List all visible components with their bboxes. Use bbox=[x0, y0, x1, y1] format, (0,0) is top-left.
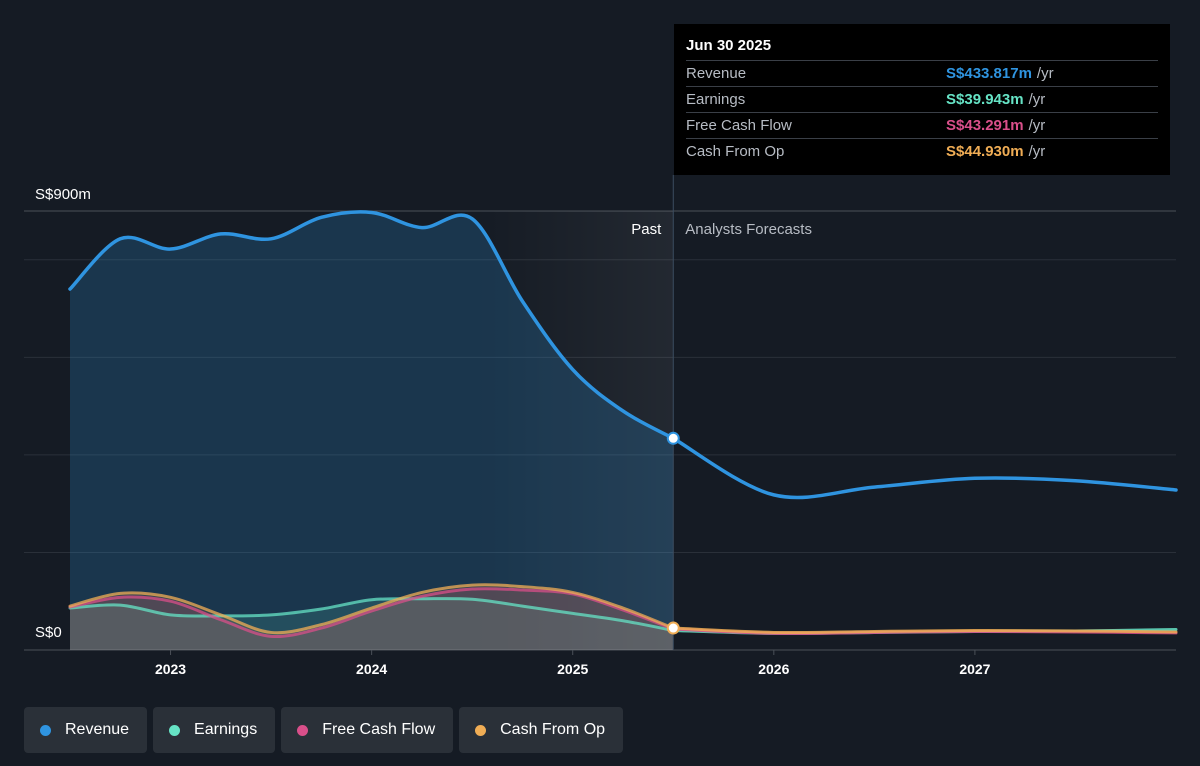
x-tick-label: 2026 bbox=[758, 661, 789, 677]
tooltip-row-cash-from-op: Cash From Op S$44.930m /yr bbox=[686, 138, 1158, 164]
series-line-earnings bbox=[68, 597, 675, 632]
revenue-point-marker bbox=[666, 431, 680, 445]
legend: Revenue Earnings Free Cash Flow Cash Fro… bbox=[24, 707, 624, 753]
legend-label: Free Cash Flow bbox=[322, 721, 436, 738]
series-line-cash-from-op bbox=[68, 583, 675, 635]
tooltip-label: Revenue bbox=[686, 65, 747, 82]
legend-item-revenue[interactable]: Revenue bbox=[24, 707, 148, 753]
tooltip-value: S$433.817m bbox=[946, 65, 1032, 82]
tooltip-date: Jun 30 2025 bbox=[686, 37, 772, 54]
tooltip-label: Earnings bbox=[686, 91, 746, 108]
legend-item-cash-from-op[interactable]: Cash From Op bbox=[459, 707, 624, 753]
dot-icon bbox=[40, 724, 51, 736]
dot-icon bbox=[297, 724, 309, 736]
tooltip-label: Free Cash Flow bbox=[686, 117, 792, 134]
x-tick-label: 2024 bbox=[356, 661, 387, 677]
tooltip-panel: Jun 30 2025 Revenue S$433.817m /yr Earni… bbox=[674, 24, 1170, 175]
x-tick-label: 2025 bbox=[557, 661, 588, 677]
area-revenue bbox=[70, 211, 674, 650]
series-line-revenue bbox=[68, 210, 676, 441]
tooltip-value: S$39.943m bbox=[946, 91, 1024, 108]
cash-from-op-point-marker bbox=[666, 621, 680, 635]
tooltip-row-free-cash-flow: Free Cash Flow S$43.291m /yr bbox=[686, 112, 1158, 138]
tooltip-unit: /yr bbox=[1028, 117, 1046, 134]
tooltip-value: S$43.291m bbox=[946, 117, 1024, 134]
y-axis-min-label: S$0 bbox=[35, 624, 62, 641]
legend-item-earnings[interactable]: Earnings bbox=[153, 707, 276, 753]
past-highlight-band bbox=[472, 211, 674, 650]
area-cash-from-op bbox=[70, 584, 674, 650]
tooltip-unit: /yr bbox=[1028, 91, 1046, 108]
tooltip-unit: /yr bbox=[1028, 143, 1046, 160]
y-axis-max-label: S$900m bbox=[35, 186, 91, 203]
tooltip-label: Cash From Op bbox=[686, 143, 785, 160]
past-label: Past bbox=[631, 221, 662, 238]
legend-label: Revenue bbox=[65, 721, 130, 738]
series-forecast-line-revenue bbox=[671, 436, 1178, 500]
legend-item-free-cash-flow[interactable]: Free Cash Flow bbox=[281, 707, 454, 753]
legend-label: Earnings bbox=[194, 721, 258, 738]
tooltip-value: S$44.930m bbox=[946, 143, 1024, 160]
legend-label: Cash From Op bbox=[500, 721, 606, 738]
dot-icon bbox=[475, 724, 487, 736]
x-tick-label: 2027 bbox=[959, 661, 990, 677]
series-forecast-line-cash-from-op bbox=[671, 626, 1178, 635]
area-earnings bbox=[70, 598, 674, 650]
x-tick-label: 2023 bbox=[155, 661, 186, 677]
forecast-label: Analysts Forecasts bbox=[685, 221, 812, 238]
tooltip-row-earnings: Earnings S$39.943m /yr bbox=[686, 86, 1158, 112]
tooltip-row-revenue: Revenue S$433.817m /yr bbox=[686, 60, 1158, 86]
dot-icon bbox=[169, 724, 181, 736]
tooltip-unit: /yr bbox=[1036, 65, 1054, 82]
area-free-cash-flow bbox=[70, 588, 674, 650]
